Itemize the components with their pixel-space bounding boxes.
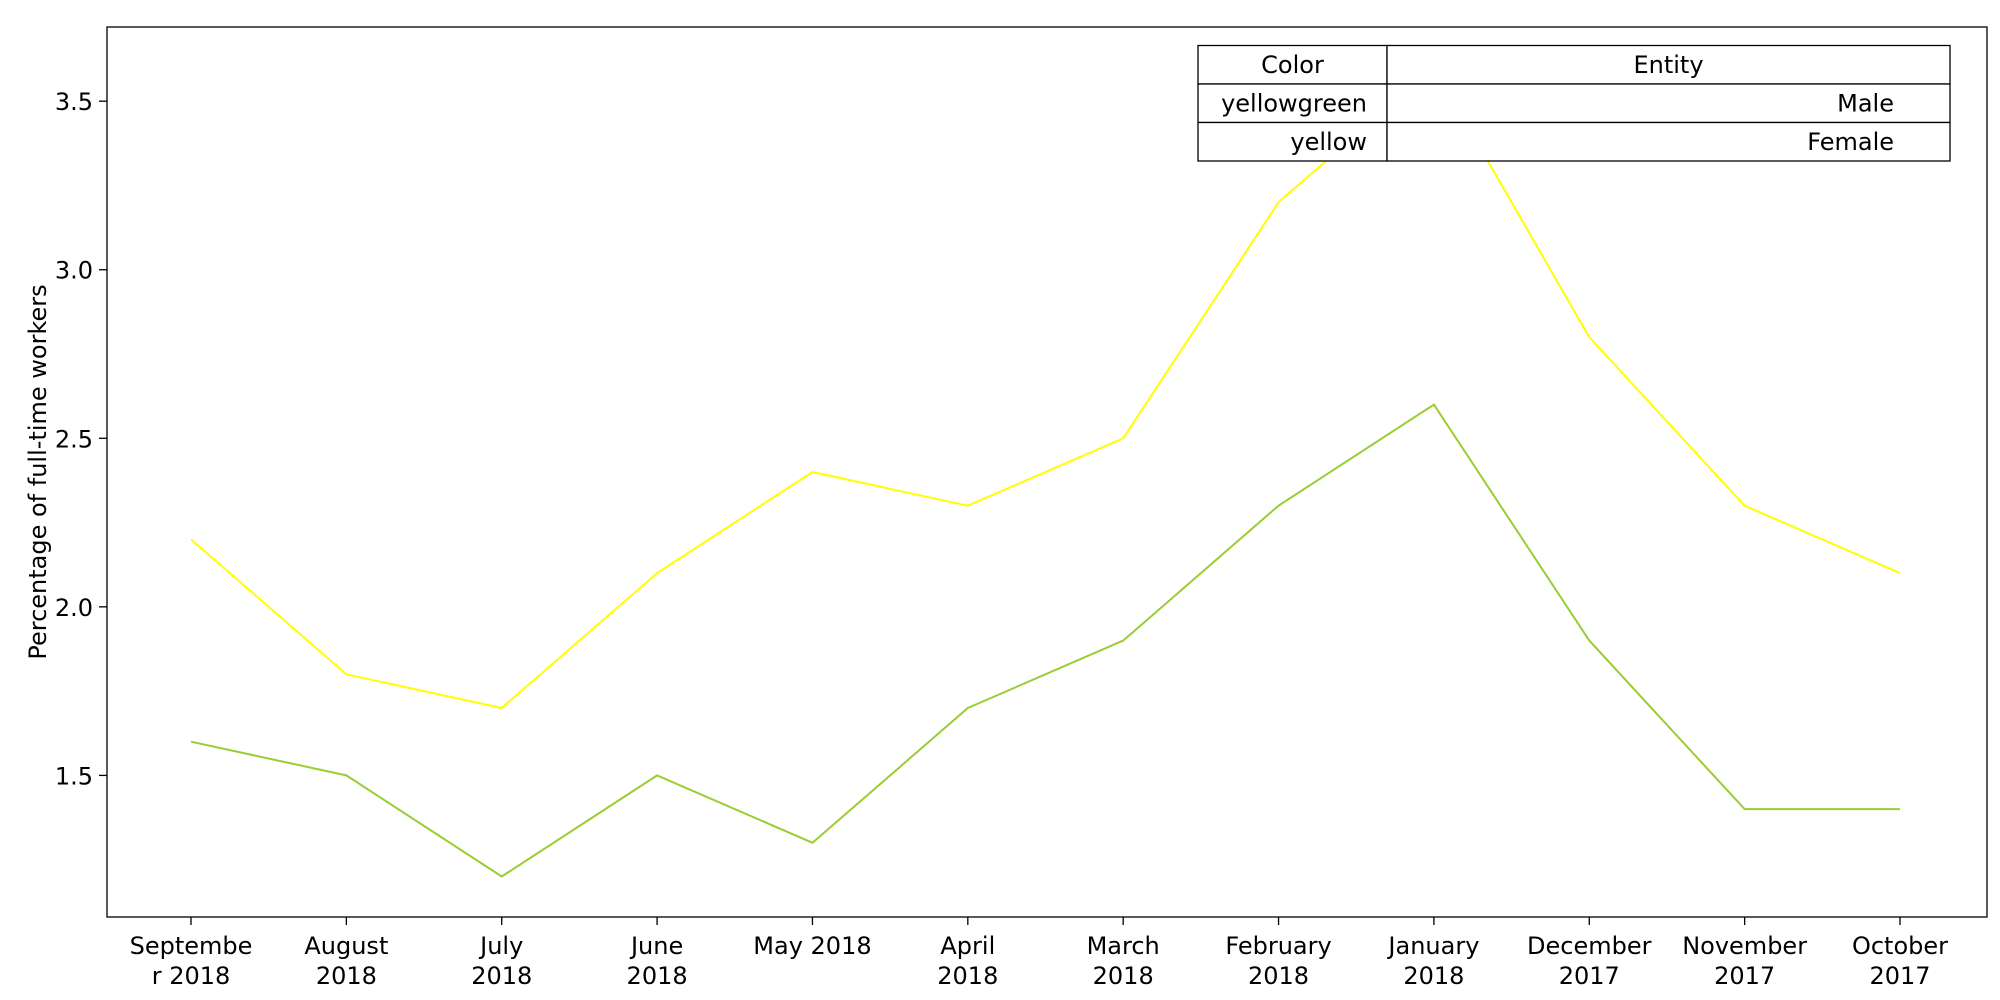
y-axis: 1.5 2.0 2.5 3.0 3.5 <box>55 88 107 790</box>
y-axis-title: Percentage of full-time workers <box>24 284 52 659</box>
x-tick-label: June 2018 <box>627 932 688 990</box>
y-tick-label: 3.5 <box>55 88 93 116</box>
legend-header-color: Color <box>1261 51 1324 79</box>
legend-color-name: yellow <box>1290 128 1367 156</box>
legend-cell <box>1386 83 1951 124</box>
y-tick-label: 1.5 <box>55 762 93 790</box>
x-tick-label: July 2018 <box>471 932 532 990</box>
x-tick-label: Septembe r 2018 <box>130 932 253 990</box>
plot-area <box>106 26 1988 918</box>
legend-header-entity: Entity <box>1633 51 1703 79</box>
x-axis: Septembe r 2018 August 2018 July 2018 June 2018… <box>130 917 1948 990</box>
x-tick-label: August 2018 <box>304 932 388 990</box>
y-tick-label: 3.0 <box>55 257 93 285</box>
legend-cell <box>1386 121 1951 162</box>
x-tick-label: October 2017 <box>1852 932 1948 990</box>
x-tick-label: April 2018 <box>937 932 998 990</box>
x-tick-label: November 2017 <box>1682 932 1807 990</box>
x-tick-label: January 2018 <box>1386 932 1479 990</box>
series-lines <box>190 66 1901 878</box>
legend-color-name: yellowgreen <box>1221 89 1367 117</box>
legend-cell <box>1197 121 1388 162</box>
x-tick-label: May 2018 <box>753 932 871 960</box>
x-tick-label: March 2018 <box>1087 932 1160 990</box>
series-line-female <box>190 66 1901 709</box>
legend-cell <box>1386 44 1951 85</box>
x-tick-label: December 2017 <box>1527 932 1652 990</box>
y-tick-label: 2.5 <box>55 425 93 453</box>
series-line-male <box>190 403 1900 878</box>
x-tick-label: February 2018 <box>1225 932 1331 990</box>
legend-entity-name: Female <box>1807 128 1894 156</box>
legend-entity-name: Male <box>1837 89 1894 117</box>
legend-table: Color Entity yellowgreen Male yellow Female <box>1197 44 1951 162</box>
y-tick-label: 2.0 <box>55 594 93 622</box>
